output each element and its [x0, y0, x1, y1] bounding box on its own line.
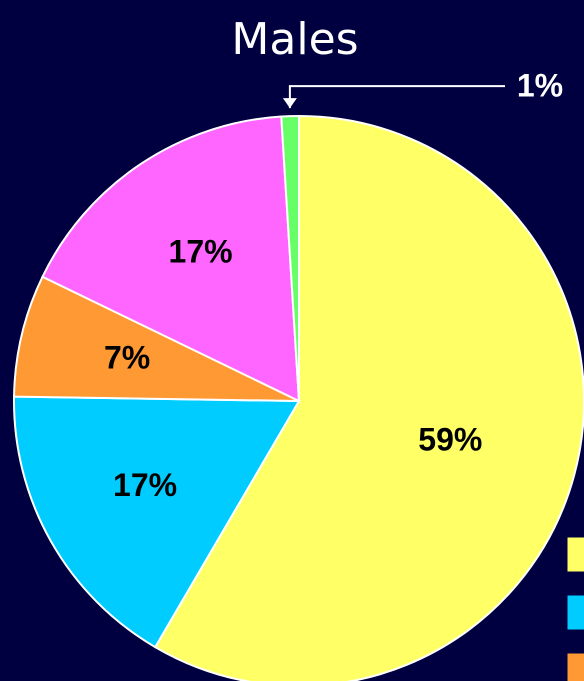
- data-label: 59%: [418, 421, 482, 457]
- chart-title: Males: [231, 14, 358, 65]
- legend-swatch: [566, 652, 584, 681]
- pie-slice: [153, 114, 584, 681]
- leader-arrow: [282, 98, 297, 109]
- legend-swatch: [566, 536, 584, 573]
- data-label: 17%: [113, 467, 177, 503]
- data-label: 1%: [517, 68, 563, 104]
- pie-slice: [13, 395, 301, 649]
- pie-slice: [280, 114, 300, 402]
- data-label: 17%: [169, 234, 233, 270]
- pie-slice: [41, 115, 301, 403]
- data-label: 7%: [104, 340, 150, 376]
- legend-swatch: [566, 594, 584, 631]
- pie-slice: [13, 275, 300, 402]
